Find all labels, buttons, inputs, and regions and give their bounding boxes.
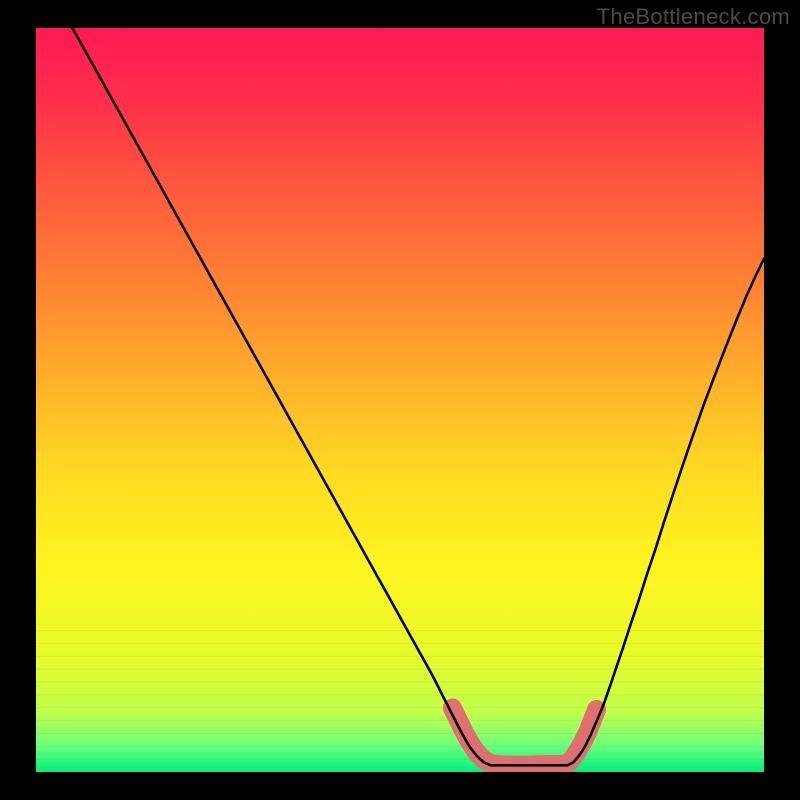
gradient-background <box>36 28 764 772</box>
chart-svg <box>36 28 764 772</box>
watermark-text: TheBottleneck.com <box>597 4 790 30</box>
plot-area <box>36 28 764 772</box>
chart-frame: TheBottleneck.com <box>0 0 800 800</box>
